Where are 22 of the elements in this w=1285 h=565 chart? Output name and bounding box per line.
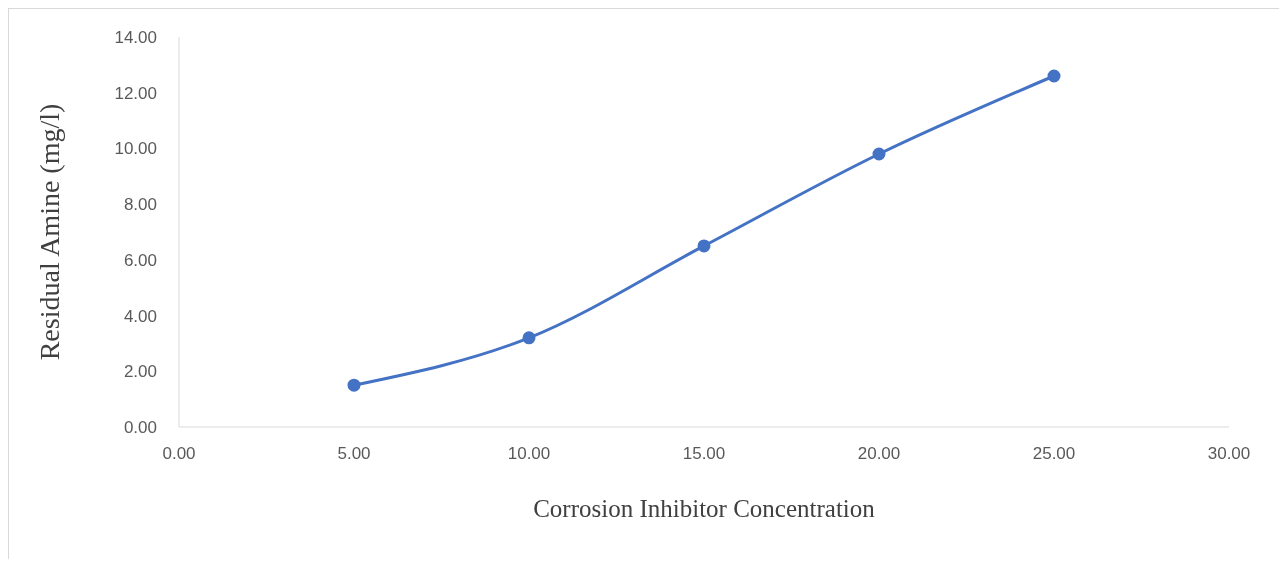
y-tick-label: 4.00 — [123, 306, 157, 326]
y-tick-label: 0.00 — [123, 418, 157, 438]
x-axis-title: Corrosion Inhibitor Concentration — [533, 495, 876, 522]
y-tick-label: 14.00 — [114, 28, 157, 48]
point — [522, 331, 536, 345]
x-tick-label: 15.00 — [682, 444, 726, 464]
y-tick-label: 12.00 — [114, 83, 157, 103]
y-axis-title: Residual Amine (mg/l) — [33, 103, 65, 361]
y-tick-label: 2.00 — [123, 362, 157, 382]
x-tick-label: 20.00 — [857, 444, 901, 464]
y-tick-label: 10.00 — [114, 139, 157, 159]
x-tick-label: 30.00 — [1207, 444, 1251, 464]
x-tick-label: 5.00 — [337, 444, 371, 464]
point — [697, 239, 711, 253]
point — [1047, 69, 1061, 83]
point — [347, 378, 361, 392]
x-tick-label: 0.00 — [162, 444, 196, 464]
y-tick-label: 6.00 — [123, 250, 157, 270]
point — [872, 147, 886, 161]
x-tick-label: 10.00 — [507, 444, 551, 464]
x-tick-label: 25.00 — [1032, 444, 1076, 464]
y-tick-label: 8.00 — [123, 195, 157, 215]
